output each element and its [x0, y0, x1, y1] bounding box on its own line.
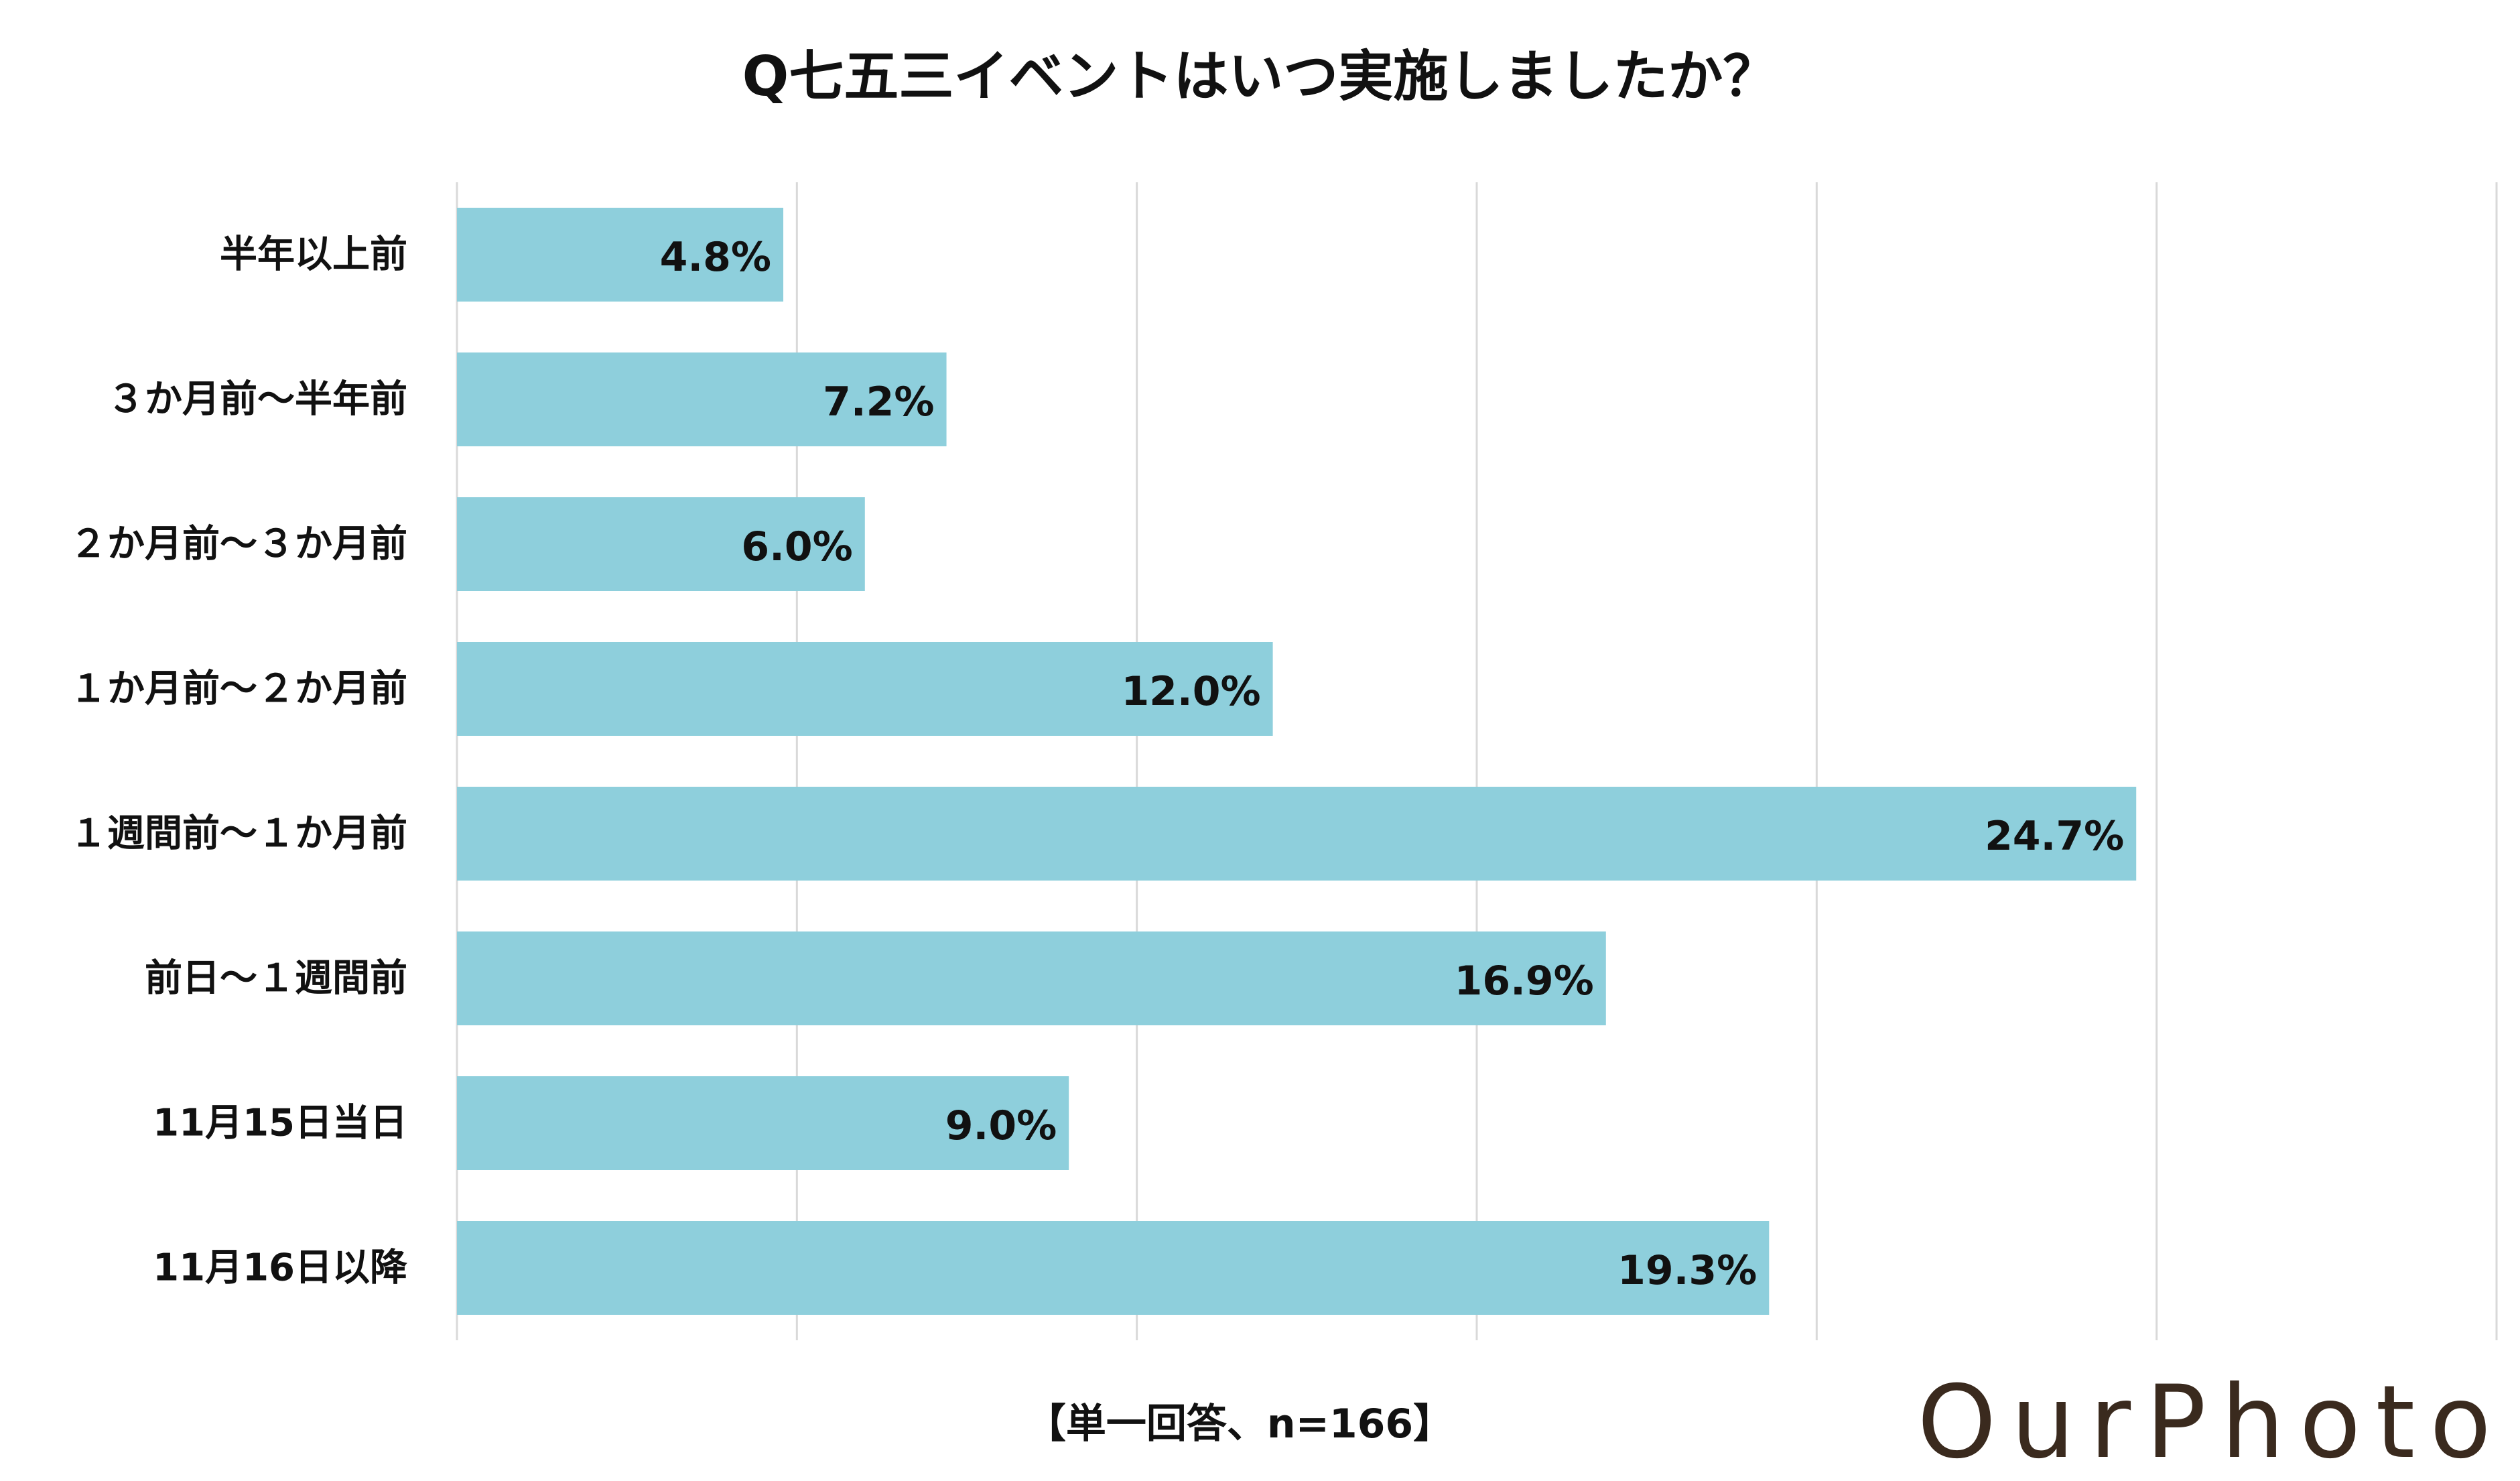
category-label: 前日～１週間前: [145, 957, 407, 1001]
value-label: 6.0%: [741, 523, 852, 570]
value-label: 7.2%: [823, 379, 934, 426]
value-label: 4.8%: [660, 234, 771, 281]
sample-note: 【単一回答、n=166】: [1025, 1401, 1454, 1447]
value-label: 16.9%: [1455, 958, 1594, 1005]
bars: [457, 208, 2137, 1315]
ourphoto-logo: OurPhoto: [1917, 1364, 2506, 1481]
bar: [457, 497, 865, 591]
bar: [457, 1221, 1770, 1315]
category-label: 11月15日当日: [153, 1102, 407, 1145]
bar: [457, 1076, 1069, 1170]
category-label: 半年以上前: [220, 233, 407, 277]
value-label: 24.7%: [1985, 813, 2124, 860]
bar: [457, 931, 1606, 1025]
bar: [457, 642, 1273, 736]
category-labels: 半年以上前 ３か月前～半年前 ２か月前～３か月前 １か月前～２か月前 １週間前～１か月前…: [70, 233, 407, 1290]
bar: [457, 208, 784, 302]
category-label: １週間前～１か月前: [70, 812, 407, 856]
value-label: 9.0%: [945, 1102, 1057, 1149]
bar: [457, 352, 947, 446]
value-label: 19.3%: [1617, 1247, 1757, 1294]
category-label: ３か月前～半年前: [107, 378, 407, 422]
category-label: ２か月前～３か月前: [70, 523, 407, 566]
bar: [457, 787, 2137, 881]
chart-title: Q七五三イベントはいつ実施しましたか？: [742, 45, 1778, 109]
value-labels: 4.8% 7.2% 6.0% 12.0% 24.7% 16.9% 9.0% 19.3%: [660, 234, 2125, 1294]
category-label: 11月16日以降: [153, 1246, 407, 1290]
category-label: １か月前～２か月前: [70, 667, 407, 711]
value-label: 12.0%: [1121, 668, 1260, 715]
